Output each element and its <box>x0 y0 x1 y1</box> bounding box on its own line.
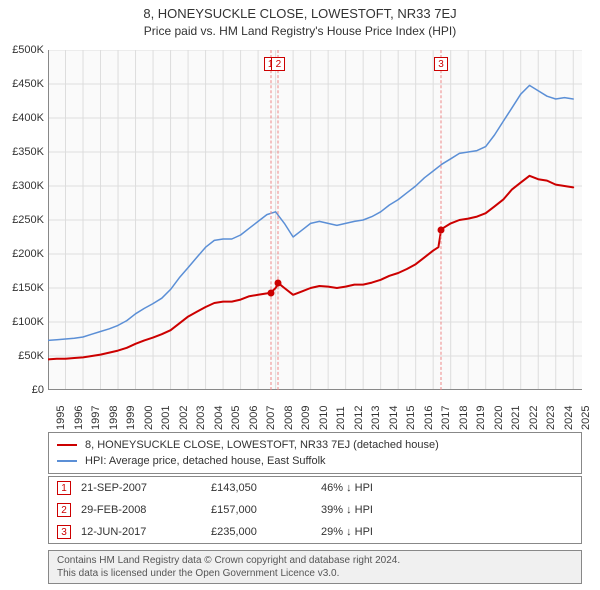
x-axis-tick-label: 1999 <box>121 390 137 430</box>
attribution: Contains HM Land Registry data © Crown c… <box>48 550 582 584</box>
legend: 8, HONEYSUCKLE CLOSE, LOWESTOFT, NR33 7E… <box>48 432 582 474</box>
legend-swatch <box>57 444 77 446</box>
x-axis-tick-label: 2024 <box>559 390 575 430</box>
y-axis-tick-label: £250K <box>4 214 48 226</box>
x-axis-tick-label: 2007 <box>261 390 277 430</box>
y-axis-tick-label: £50K <box>4 350 48 362</box>
sale-marker-vline <box>270 50 271 390</box>
legend-row: 8, HONEYSUCKLE CLOSE, LOWESTOFT, NR33 7E… <box>57 437 573 453</box>
legend-label: HPI: Average price, detached house, East… <box>85 455 326 467</box>
sale-row: 3 12-JUN-2017 £235,000 29% ↓ HPI <box>49 521 581 543</box>
legend-swatch <box>57 460 77 462</box>
sale-marker-vline <box>441 50 442 390</box>
x-axis-tick-label: 2016 <box>419 390 435 430</box>
chart-subtitle: Price paid vs. HM Land Registry's House … <box>0 21 600 44</box>
line-chart: £0£50K£100K£150K£200K£250K£300K£350K£400… <box>48 50 582 390</box>
sale-delta: 46% ↓ HPI <box>321 482 441 494</box>
y-axis-tick-label: £450K <box>4 78 48 90</box>
x-axis-tick-label: 1998 <box>104 390 120 430</box>
x-axis-tick-label: 2021 <box>506 390 522 430</box>
y-axis-tick-label: £100K <box>4 316 48 328</box>
x-axis-tick-label: 2022 <box>524 390 540 430</box>
x-axis-tick-label: 2001 <box>156 390 172 430</box>
sale-date: 29-FEB-2008 <box>81 504 201 516</box>
x-axis-tick-label: 2003 <box>191 390 207 430</box>
x-axis-tick-label: 2015 <box>401 390 417 430</box>
x-axis-tick-label: 2004 <box>209 390 225 430</box>
y-axis-tick-label: £500K <box>4 44 48 56</box>
sale-delta: 39% ↓ HPI <box>321 504 441 516</box>
x-axis-tick-label: 1995 <box>51 390 67 430</box>
y-axis-tick-label: £400K <box>4 112 48 124</box>
legend-row: HPI: Average price, detached house, East… <box>57 453 573 469</box>
legend-label: 8, HONEYSUCKLE CLOSE, LOWESTOFT, NR33 7E… <box>85 439 439 451</box>
sale-marker-dot <box>267 289 274 296</box>
sale-date: 12-JUN-2017 <box>81 526 201 538</box>
x-axis-tick-label: 2018 <box>454 390 470 430</box>
sale-marker-badge: 3 <box>434 57 448 71</box>
y-axis-tick-label: £150K <box>4 282 48 294</box>
sales-table: 1 21-SEP-2007 £143,050 46% ↓ HPI 2 29-FEB-200… <box>48 476 582 544</box>
y-axis-tick-label: £200K <box>4 248 48 260</box>
x-axis-tick-label: 2020 <box>489 390 505 430</box>
x-axis-tick-label: 2002 <box>174 390 190 430</box>
sale-badge: 3 <box>57 525 71 539</box>
sale-marker-dot <box>275 280 282 287</box>
x-axis-tick-label: 1997 <box>86 390 102 430</box>
attribution-line: This data is licensed under the Open Gov… <box>57 567 573 580</box>
x-axis-tick-label: 2011 <box>331 390 347 430</box>
x-axis-tick-label: 2019 <box>471 390 487 430</box>
x-axis-tick-label: 2023 <box>541 390 557 430</box>
sale-date: 21-SEP-2007 <box>81 482 201 494</box>
sale-badge: 2 <box>57 503 71 517</box>
x-axis-tick-label: 2025 <box>576 390 592 430</box>
y-axis-tick-label: £0 <box>4 384 48 396</box>
sale-price: £143,050 <box>211 482 311 494</box>
x-axis-tick-label: 2006 <box>244 390 260 430</box>
sale-marker-vline <box>278 50 279 390</box>
x-axis-tick-label: 2012 <box>349 390 365 430</box>
x-axis-tick-label: 2009 <box>296 390 312 430</box>
x-axis-tick-label: 1996 <box>69 390 85 430</box>
chart-title: 8, HONEYSUCKLE CLOSE, LOWESTOFT, NR33 7E… <box>0 0 600 21</box>
sale-delta: 29% ↓ HPI <box>321 526 441 538</box>
sale-row: 1 21-SEP-2007 £143,050 46% ↓ HPI <box>49 477 581 499</box>
x-axis-tick-label: 2005 <box>226 390 242 430</box>
sale-marker-badge: 2 <box>271 57 285 71</box>
x-axis-tick-label: 2014 <box>384 390 400 430</box>
y-axis-tick-label: £350K <box>4 146 48 158</box>
x-axis-tick-label: 2008 <box>279 390 295 430</box>
sale-marker-dot <box>438 227 445 234</box>
x-axis-tick-label: 2000 <box>139 390 155 430</box>
attribution-line: Contains HM Land Registry data © Crown c… <box>57 554 573 567</box>
sale-price: £235,000 <box>211 526 311 538</box>
x-axis-tick-label: 2013 <box>366 390 382 430</box>
sale-price: £157,000 <box>211 504 311 516</box>
x-axis-tick-label: 2017 <box>436 390 452 430</box>
sale-row: 2 29-FEB-2008 £157,000 39% ↓ HPI <box>49 499 581 521</box>
plot-svg <box>48 50 582 390</box>
x-axis-tick-label: 2010 <box>314 390 330 430</box>
y-axis-tick-label: £300K <box>4 180 48 192</box>
sale-badge: 1 <box>57 481 71 495</box>
